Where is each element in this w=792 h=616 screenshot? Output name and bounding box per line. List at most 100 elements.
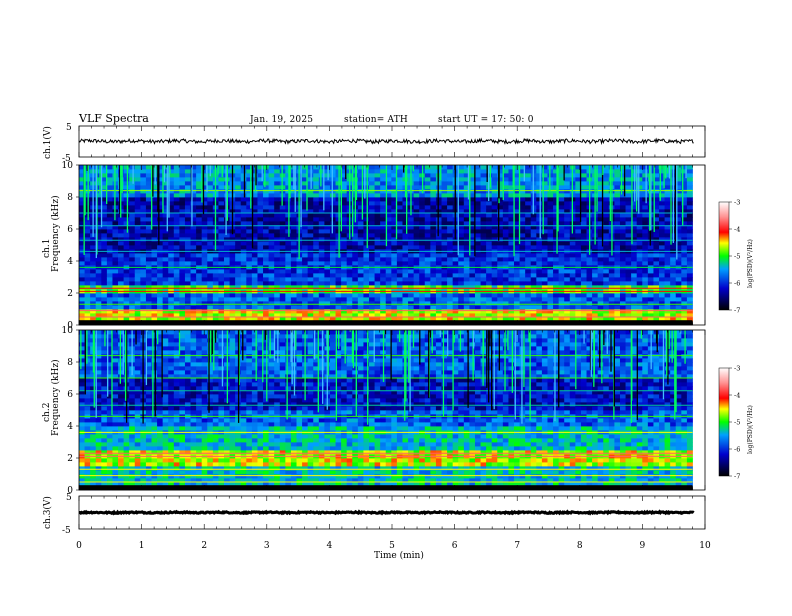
spectrogram-cell	[313, 177, 319, 181]
spectrogram-cell	[129, 245, 135, 249]
spectrogram-cell	[375, 177, 381, 181]
spectrogram-cell	[341, 221, 347, 225]
spectrogram-cell	[503, 293, 509, 297]
spectrogram-cell	[375, 309, 381, 313]
spectrogram-cell	[581, 297, 587, 301]
spectrogram-cell	[319, 273, 325, 277]
spectrogram-cell	[302, 277, 308, 281]
spectrogram-cell	[291, 189, 297, 193]
spectrogram-cell	[564, 245, 570, 249]
spectrogram-cell	[157, 213, 163, 217]
spectrogram-cell	[481, 245, 487, 249]
spectrogram-cell	[375, 233, 381, 237]
spectrogram-cell	[257, 253, 263, 257]
spectrogram-cell	[430, 241, 436, 245]
spectrogram-cell	[447, 297, 453, 301]
spectrogram-cell	[257, 273, 263, 277]
spectrogram-cell	[280, 213, 286, 217]
spectrogram-cell	[185, 189, 191, 193]
spectrogram-cell	[336, 285, 342, 289]
spectrogram-cell	[263, 197, 269, 201]
spectrogram-cell	[642, 261, 648, 265]
spectrogram-cell	[581, 233, 587, 237]
spectrogram-cell	[152, 237, 158, 241]
spectrogram-cell	[648, 273, 654, 277]
spectrogram-cell	[525, 237, 531, 241]
spectrogram-cell	[241, 193, 247, 197]
spectrogram-cell	[90, 378, 96, 382]
spectrogram-cell	[129, 181, 135, 185]
spectrogram-cell	[146, 293, 152, 297]
spectrogram-cell	[492, 217, 498, 221]
spectrogram-cell	[609, 293, 615, 297]
spectrogram-cell	[575, 293, 581, 297]
spectrogram-cell	[397, 169, 403, 173]
spectrogram-cell	[152, 201, 158, 205]
spectrogram-cell	[536, 189, 542, 193]
spectrogram-cell	[492, 281, 498, 285]
spectrogram-cell	[101, 458, 107, 462]
spectrogram-cell	[230, 241, 236, 245]
spectrogram-cell	[202, 233, 208, 237]
spectrogram-cell	[302, 285, 308, 289]
spectrogram-cell	[681, 253, 687, 257]
spectrogram-cell	[603, 201, 609, 205]
spectrogram-cell	[520, 297, 526, 301]
spectrogram-cell	[375, 197, 381, 201]
spectrogram-cell	[481, 221, 487, 225]
spectrogram-cell	[564, 169, 570, 173]
spectrogram-cell	[598, 277, 604, 281]
spectrogram-cell	[207, 185, 213, 189]
spectrogram-cell	[408, 273, 414, 277]
spectrogram-cell	[581, 261, 587, 265]
spectrogram-cell	[575, 233, 581, 237]
spectrogram-cell	[665, 293, 671, 297]
spectrogram-cell	[146, 285, 152, 289]
spectrogram-cell	[369, 185, 375, 189]
spectrogram-cell	[213, 257, 219, 261]
spectrogram-cell	[308, 217, 314, 221]
spectrogram-cell	[263, 269, 269, 273]
spectrogram-cell	[598, 253, 604, 257]
spectrogram-cell	[157, 297, 163, 301]
spectrogram-cell	[85, 237, 91, 241]
spectrogram-cell	[380, 173, 386, 177]
spectrogram-cell	[564, 293, 570, 297]
spectrogram-cell	[152, 241, 158, 245]
spectrogram-cell	[174, 193, 180, 197]
spectrogram-cell	[564, 189, 570, 193]
spectrogram-cell	[587, 305, 593, 309]
spectrogram-cell	[670, 281, 676, 285]
spectrogram-cell	[464, 305, 470, 309]
spectrogram-cell	[442, 165, 448, 169]
spectrogram-cell	[352, 269, 358, 273]
spectrogram-cell	[358, 309, 364, 313]
spectrogram-cell	[174, 301, 180, 305]
spectrogram-cell	[241, 185, 247, 189]
spectrogram-cell	[375, 281, 381, 285]
spectrogram-cell	[514, 261, 520, 265]
spectrogram-cell	[174, 205, 180, 209]
spectrogram-cell	[157, 293, 163, 297]
spectrogram-cell	[637, 301, 643, 305]
spectrogram-cell	[687, 293, 693, 297]
spectrogram-cell	[224, 277, 230, 281]
spectrogram-cell	[397, 185, 403, 189]
spectrogram-cell	[274, 205, 280, 209]
spectrogram-cell	[430, 165, 436, 169]
spectrogram-cell	[559, 229, 565, 233]
spectrogram-cell	[626, 301, 632, 305]
spectrogram-cell	[414, 189, 420, 193]
spectrogram-cell	[146, 241, 152, 245]
spectrogram-cell	[681, 257, 687, 261]
spectrogram-cell	[257, 245, 263, 249]
spectrogram-cell	[447, 281, 453, 285]
spectrogram-cell	[587, 309, 593, 313]
spectrogram-cell	[397, 293, 403, 297]
spectrogram-cell	[291, 237, 297, 241]
spectrogram-cell	[436, 269, 442, 273]
spectrogram-cell	[157, 241, 163, 245]
spectrogram-cell	[687, 285, 693, 289]
spectrogram-cell	[207, 233, 213, 237]
spectrogram-cell	[218, 257, 224, 261]
